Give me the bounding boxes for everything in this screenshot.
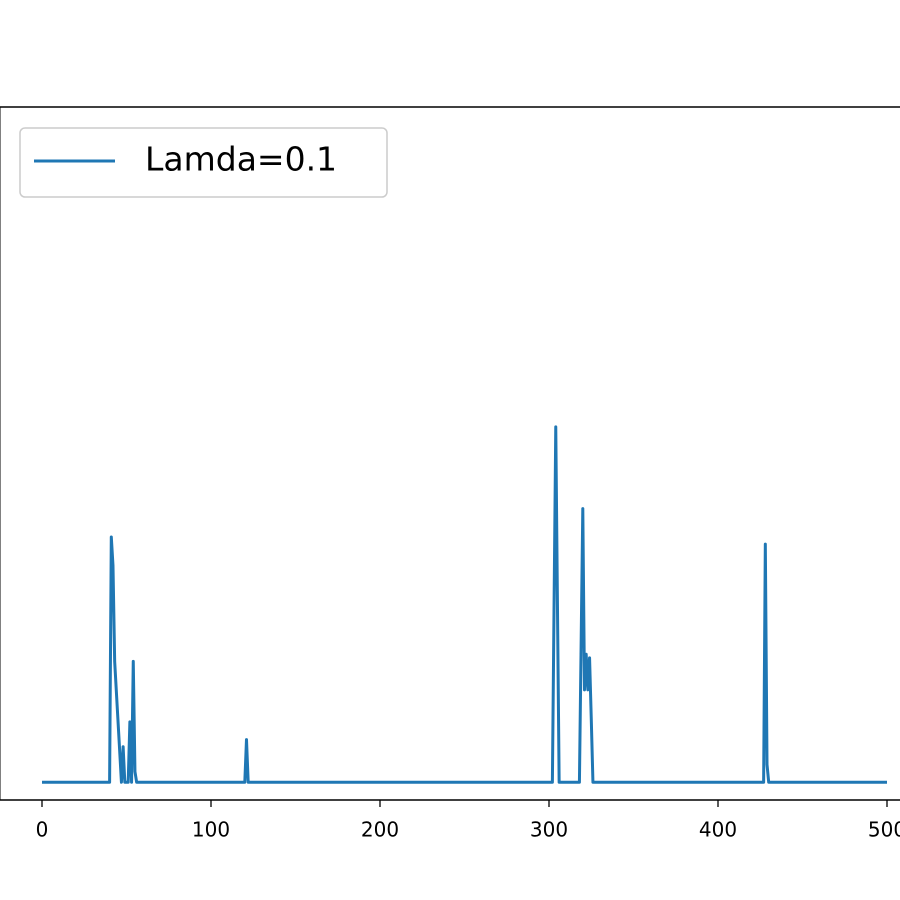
x-tick-label: 100 [192, 818, 230, 842]
x-tick-label: 500 [868, 818, 900, 842]
x-tick-label: 300 [530, 818, 568, 842]
legend-label: Lamda=0.1 [145, 140, 337, 179]
x-tick-label: 200 [361, 818, 399, 842]
x-tick-label: 400 [699, 818, 737, 842]
data-line [42, 425, 887, 784]
legend-box [19, 127, 388, 198]
plot: 0 100 200 300 400 500 [0, 106, 900, 842]
x-tick-label: 0 [36, 818, 49, 842]
axes-frame [0, 106, 900, 801]
